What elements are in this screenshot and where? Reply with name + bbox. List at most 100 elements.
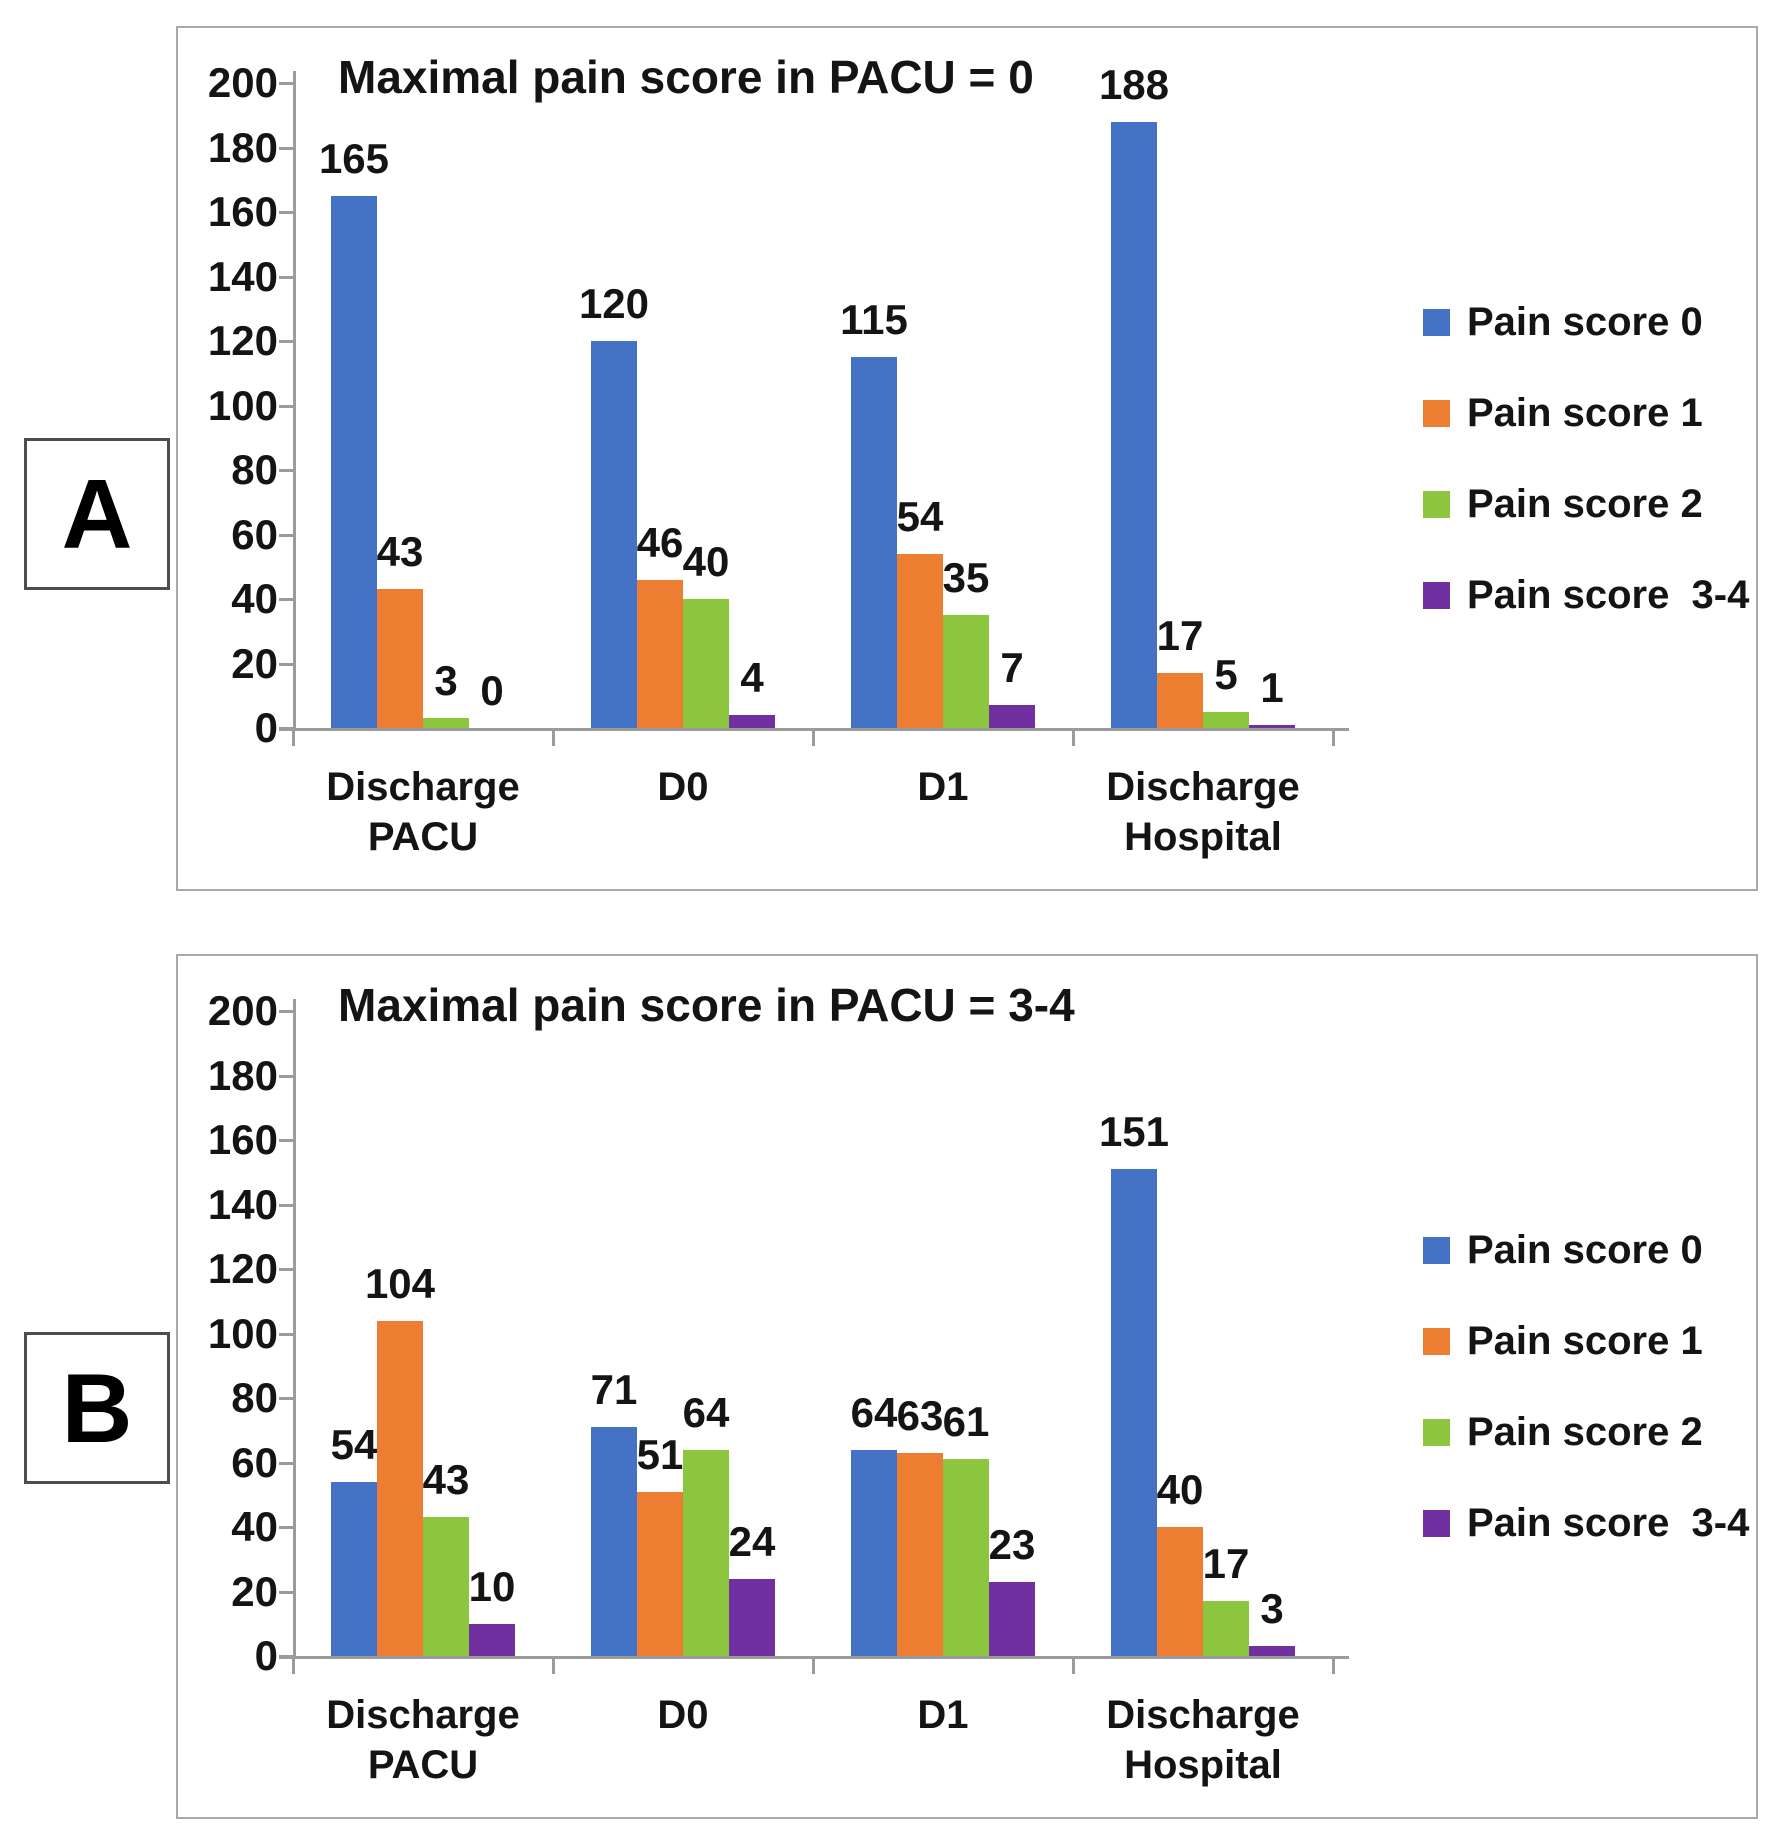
bar-value-label: 17 bbox=[1156, 612, 1204, 659]
bar-pain-score-2 bbox=[423, 718, 469, 728]
legend-item: Pain score 2 bbox=[1423, 482, 1749, 527]
bar-value-label: 7 bbox=[1000, 644, 1024, 691]
bar-pain-score-2 bbox=[943, 615, 989, 728]
bar-value-label: 151 bbox=[1098, 1108, 1170, 1155]
y-axis-tick-label: 40 bbox=[231, 575, 278, 622]
x-axis-tick bbox=[1072, 1658, 1075, 1674]
y-axis-tick bbox=[279, 1074, 293, 1078]
chart-title: Maximal pain score in PACU = 3-4 bbox=[338, 979, 1075, 1031]
panel-label-B-text: B bbox=[61, 1352, 133, 1463]
bar-value-label: 61 bbox=[942, 1398, 990, 1445]
x-axis-tick bbox=[292, 730, 295, 746]
y-axis-tick-label: 160 bbox=[207, 188, 278, 235]
x-axis-category-label: D1 bbox=[917, 765, 969, 809]
bar-value-label: 43 bbox=[376, 528, 424, 575]
legend-item: Pain score 0 bbox=[1423, 300, 1749, 345]
bar-group: 115 54 35 7 bbox=[813, 83, 1073, 728]
legend-swatch-icon bbox=[1423, 1509, 1450, 1537]
bar-pain-score-0 bbox=[331, 1482, 377, 1656]
bar-pain-score-0 bbox=[851, 1450, 897, 1656]
y-axis-tick bbox=[279, 662, 293, 666]
x-axis-category-label: Discharge Hospital bbox=[1106, 1693, 1300, 1787]
y-axis-tick bbox=[279, 404, 293, 408]
x-axis-tick bbox=[812, 730, 815, 746]
y-axis-tick-label: 100 bbox=[207, 381, 278, 429]
legend-label: Pain score 0 bbox=[1467, 1227, 1703, 1272]
bar-pain-score-1 bbox=[377, 1321, 423, 1656]
legend-swatch-icon bbox=[1423, 1236, 1450, 1264]
y-axis-tick bbox=[279, 469, 293, 472]
legend-item: Pain score 1 bbox=[1423, 1319, 1749, 1364]
bar-value-label: 35 bbox=[942, 554, 990, 601]
y-axis-tick-label: 180 bbox=[207, 123, 278, 171]
y-axis-tick-label: 120 bbox=[207, 317, 278, 364]
bar-group: 71 51 64 24 bbox=[553, 1011, 813, 1656]
bar-pain-score-2 bbox=[1203, 712, 1249, 728]
panel-label-A-box: A bbox=[24, 438, 170, 590]
legend-label: Pain score 0 bbox=[1467, 299, 1703, 344]
bar-group: 151 40 17 3 bbox=[1073, 1011, 1333, 1656]
legend: Pain score 0 Pain score 1 Pain score 2 Pain… bbox=[1423, 300, 1749, 618]
bar-value-label: 54 bbox=[330, 1421, 378, 1468]
panel-label-B-box: B bbox=[24, 1332, 170, 1484]
y-axis-tick bbox=[279, 1139, 293, 1142]
y-axis-tick bbox=[279, 1461, 293, 1465]
bar-group: 54 104 43 10 bbox=[293, 1011, 553, 1656]
bar-pain-score-0 bbox=[591, 1427, 637, 1656]
bar-value-label: 54 bbox=[896, 493, 944, 540]
y-axis-tick-label: 160 bbox=[207, 1116, 278, 1163]
legend-item: Pain score 0 bbox=[1423, 1228, 1749, 1273]
y-axis-tick bbox=[279, 275, 293, 279]
legend-item: Pain score 2 bbox=[1423, 1410, 1749, 1455]
x-axis-tick bbox=[292, 1658, 295, 1674]
y-axis-tick-label: 100 bbox=[207, 1309, 278, 1357]
bar-value-label: 120 bbox=[578, 280, 650, 327]
y-axis-tick bbox=[279, 340, 293, 343]
y-axis-tick-label: 60 bbox=[231, 1438, 278, 1486]
bar-pain-score-0 bbox=[591, 341, 637, 728]
bar-pain-score-3-4 bbox=[729, 1579, 775, 1656]
bar-value-label: 5 bbox=[1214, 651, 1238, 698]
bar-group: 165 43 3 0 bbox=[293, 83, 553, 728]
x-axis-tick bbox=[1332, 1658, 1335, 1674]
legend: Pain score 0 Pain score 1 Pain score 2 Pain… bbox=[1423, 1228, 1749, 1546]
bar-pain-score-0 bbox=[331, 196, 377, 728]
y-axis-line bbox=[293, 999, 296, 1656]
y-axis-tick bbox=[279, 1203, 293, 1207]
legend-label: Pain score 3-4 bbox=[1467, 572, 1750, 617]
x-axis-tick bbox=[552, 730, 555, 746]
bar-pain-score-0 bbox=[1111, 122, 1157, 728]
x-axis-tick bbox=[1072, 730, 1075, 746]
legend-item: Pain score 1 bbox=[1423, 391, 1749, 436]
bar-pain-score-2 bbox=[683, 599, 729, 728]
legend-swatch-icon bbox=[1423, 490, 1450, 518]
y-axis-tick bbox=[279, 211, 293, 214]
bar-value-label: 40 bbox=[682, 538, 730, 585]
y-axis-tick-label: 140 bbox=[207, 252, 278, 300]
legend-swatch-icon bbox=[1423, 399, 1450, 427]
chart-panel-A: Maximal pain score in PACU = 0 0 20 40 60 80 1… bbox=[176, 26, 1758, 891]
x-axis-category-label: Discharge Hospital bbox=[1106, 765, 1300, 859]
chart-panel-B: Maximal pain score in PACU = 3-4 0 20 40 60 8… bbox=[176, 954, 1758, 1819]
bar-value-label: 4 bbox=[740, 654, 764, 701]
bar-value-label: 46 bbox=[636, 519, 684, 566]
y-axis-tick-label: 120 bbox=[207, 1245, 278, 1292]
y-axis-tick-label: 60 bbox=[231, 510, 278, 558]
legend-label: Pain score 1 bbox=[1467, 1318, 1703, 1363]
x-axis-category-label: Discharge PACU bbox=[326, 1693, 520, 1787]
bar-pain-score-3-4 bbox=[989, 1582, 1035, 1656]
y-axis-tick-label: 200 bbox=[207, 59, 278, 106]
legend-label: Pain score 3-4 bbox=[1467, 1500, 1750, 1545]
y-axis-tick-label: 200 bbox=[207, 987, 278, 1034]
bar-pain-score-1 bbox=[897, 1453, 943, 1656]
bar-value-label: 0 bbox=[480, 667, 504, 714]
legend-label: Pain score 2 bbox=[1467, 481, 1703, 526]
legend-item: Pain score 3-4 bbox=[1423, 573, 1749, 618]
x-axis-tick bbox=[1332, 730, 1335, 746]
x-axis-line bbox=[279, 728, 1349, 731]
bar-value-label: 63 bbox=[896, 1392, 944, 1439]
legend-swatch-icon bbox=[1423, 308, 1450, 336]
y-axis-tick-label: 140 bbox=[207, 1180, 278, 1228]
bar-group: 64 63 61 23 bbox=[813, 1011, 1073, 1656]
